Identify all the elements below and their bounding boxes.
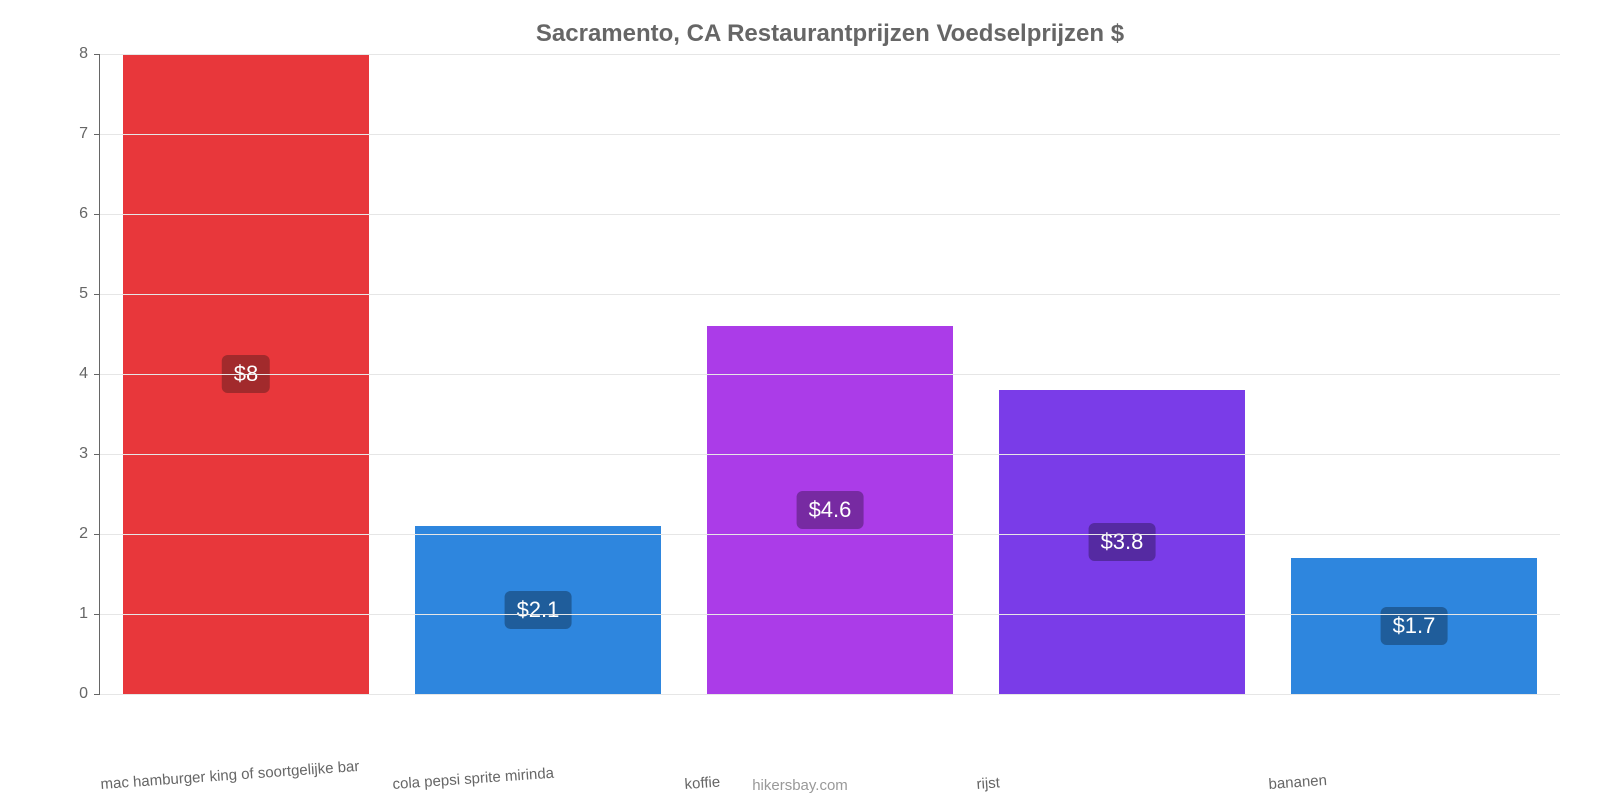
y-tick-mark [94,294,100,295]
bar: $2.1 [415,526,660,694]
y-tick-label: 3 [79,445,88,463]
y-tick-label: 5 [79,285,88,303]
y-tick-mark [94,134,100,135]
grid-line [100,134,1560,135]
y-tick-label: 4 [79,365,88,383]
y-tick-label: 7 [79,125,88,143]
y-tick-mark [94,694,100,695]
grid-line [100,614,1560,615]
bar-value-badge: $1.7 [1381,607,1448,645]
bar: $1.7 [1291,558,1536,694]
bar: $4.6 [707,326,952,694]
y-tick-label: 1 [79,605,88,623]
bar-value-badge: $3.8 [1089,523,1156,561]
y-tick-label: 2 [79,525,88,543]
y-tick-mark [94,374,100,375]
y-tick-mark [94,454,100,455]
y-tick-mark [94,214,100,215]
grid-line [100,54,1560,55]
bar-value-badge: $2.1 [505,591,572,629]
y-tick-mark [94,534,100,535]
grid-line [100,214,1560,215]
grid-line [100,454,1560,455]
bar-chart: Sacramento, CA Restaurantprijzen Voedsel… [0,0,1600,800]
y-tick-mark [94,54,100,55]
bar: $3.8 [999,390,1244,694]
chart-title: Sacramento, CA Restaurantprijzen Voedsel… [100,20,1560,48]
plot-area: $8$2.1$4.6$3.8$1.7 012345678 [100,54,1560,694]
y-tick-mark [94,614,100,615]
y-tick-label: 6 [79,205,88,223]
grid-line [100,374,1560,375]
grid-line [100,694,1560,695]
grid-line [100,534,1560,535]
y-tick-label: 8 [79,45,88,63]
y-tick-label: 0 [79,685,88,703]
bar-value-badge: $4.6 [797,491,864,529]
credit-text: hikersbay.com [0,777,1600,794]
grid-line [100,294,1560,295]
